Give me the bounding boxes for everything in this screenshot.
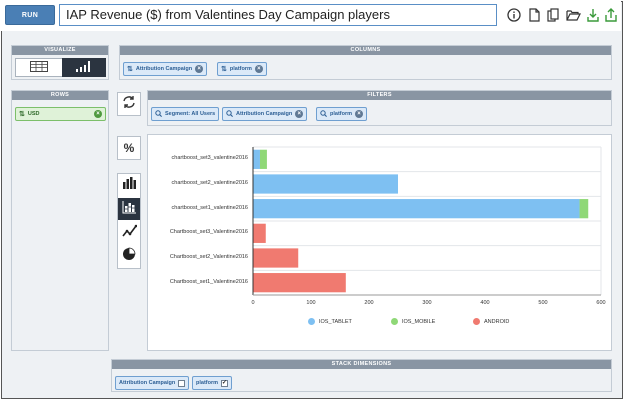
- visualize-header: VISUALIZE: [12, 46, 108, 55]
- chart-area: chartboost_set3_valentine2016 chartboost_…: [148, 135, 611, 350]
- rows-panel: ROWS ⇅ USD ×: [11, 90, 109, 351]
- remove-icon[interactable]: ×: [195, 65, 204, 73]
- legend-swatch: [473, 318, 480, 325]
- legend-item-ios-tablet[interactable]: IOS_TABLET: [308, 318, 352, 325]
- bar-chart-growth-icon: [75, 59, 93, 77]
- category-label: chartboost_set1_valentine2016: [171, 204, 248, 211]
- bar-chart-icon: [122, 176, 136, 194]
- bar-ios-tablet[interactable]: [253, 174, 398, 194]
- download-icon[interactable]: [585, 7, 601, 23]
- row-chip-usd[interactable]: ⇅ USD ×: [15, 107, 106, 121]
- folder-open-icon[interactable]: [565, 7, 581, 23]
- x-tick-label: 100: [306, 300, 316, 306]
- filter-chip-segment[interactable]: Segment: All Users: [151, 107, 220, 121]
- legend-swatch: [391, 318, 398, 325]
- chart-view-toggle[interactable]: [62, 58, 106, 77]
- category-label: chartboost_set3_valentine2016: [171, 155, 248, 162]
- filter-chip-attribution-campaign[interactable]: Attribution Campaign ×: [222, 107, 308, 121]
- bar-ios-mobile[interactable]: [259, 149, 267, 169]
- x-tick-label: 200: [364, 300, 374, 306]
- filter-chip-label: Attribution Campaign: [236, 111, 293, 117]
- stack-dimensions-header: STACK DIMENSIONS: [112, 360, 611, 369]
- column-chip-label: Attribution Campaign: [135, 66, 193, 72]
- stack-dimensions-panel: STACK DIMENSIONS Attribution Campaign pl…: [111, 359, 612, 392]
- percent-toggle-button[interactable]: %: [117, 136, 141, 160]
- remove-icon[interactable]: ×: [254, 65, 263, 73]
- remove-icon[interactable]: ×: [355, 110, 363, 118]
- filters-header: FILTERS: [148, 91, 611, 100]
- column-chip-platform[interactable]: ⇅ platform ×: [217, 62, 267, 76]
- rows-header: ROWS: [12, 91, 108, 100]
- bar-ios-mobile[interactable]: [579, 199, 589, 219]
- legend-label: ANDROID: [484, 318, 510, 325]
- legend-item-ios-mobile[interactable]: IOS_MOBILE: [391, 318, 435, 325]
- stacked-bar-chart-button[interactable]: [118, 198, 140, 220]
- bar-ios-tablet[interactable]: [253, 199, 580, 219]
- bar-chart-svg: [252, 146, 602, 296]
- stack-chip-attribution-campaign[interactable]: Attribution Campaign: [115, 376, 190, 390]
- stack-chip-label: platform: [196, 380, 218, 386]
- checkbox-checked-icon[interactable]: ✓: [221, 379, 228, 387]
- legend-swatch: [308, 318, 315, 325]
- search-icon: [155, 109, 162, 119]
- query-title-input[interactable]: IAP Revenue ($) from Valentines Day Camp…: [59, 4, 497, 26]
- remove-icon[interactable]: ×: [94, 110, 102, 118]
- bar-chart-button[interactable]: [117, 173, 141, 197]
- document-icon[interactable]: [526, 7, 542, 23]
- bar-android[interactable]: [253, 248, 299, 268]
- sort-arrows-icon[interactable]: ⇅: [221, 66, 227, 73]
- column-chip-label: platform: [229, 66, 252, 72]
- filters-panel: FILTERS Segment: All Users Attribution C…: [147, 90, 612, 126]
- x-tick-label: 0: [251, 300, 255, 306]
- filter-chip-label: platform: [330, 111, 352, 117]
- line-chart-icon: [121, 224, 137, 242]
- legend-label: IOS_TABLET: [319, 318, 352, 325]
- pie-chart-icon: [122, 247, 136, 266]
- run-button[interactable]: RUN: [5, 5, 55, 25]
- legend-label: IOS_MOBILE: [402, 318, 436, 325]
- stacked-bar-icon: [122, 200, 137, 219]
- column-chip-attribution-campaign[interactable]: ⇅ Attribution Campaign ×: [123, 62, 208, 76]
- info-icon[interactable]: [506, 7, 522, 23]
- visualize-panel: VISUALIZE: [11, 45, 109, 80]
- bar-android[interactable]: [253, 273, 346, 293]
- swap-icon: [122, 95, 136, 114]
- swap-axes-button[interactable]: [117, 92, 141, 116]
- x-tick-label: 400: [480, 300, 490, 306]
- search-icon: [320, 109, 327, 119]
- category-label: Chartboost_set2_Valentine2016: [169, 254, 248, 260]
- legend-item-android[interactable]: ANDROID: [473, 318, 509, 325]
- table-view-toggle[interactable]: [15, 58, 63, 77]
- sort-arrows-icon[interactable]: ⇅: [127, 66, 133, 73]
- x-tick-label: 300: [422, 300, 432, 306]
- filter-chip-platform[interactable]: platform ×: [316, 107, 367, 121]
- category-label: chartboost_set2_valentine2016: [171, 180, 248, 186]
- search-icon: [226, 109, 233, 119]
- bar-ios-tablet[interactable]: [253, 149, 260, 169]
- table-icon: [30, 59, 48, 77]
- remove-icon[interactable]: ×: [295, 110, 304, 118]
- row-chip-label: USD: [27, 111, 40, 117]
- bar-android[interactable]: [253, 223, 266, 243]
- pie-chart-button[interactable]: [117, 244, 141, 268]
- chart-panel: chartboost_set3_valentine2016 chartboost_…: [147, 134, 612, 351]
- columns-header: COLUMNS: [120, 46, 611, 55]
- columns-panel: COLUMNS ⇅ Attribution Campaign × ⇅ platf…: [119, 45, 612, 80]
- x-tick-label: 600: [596, 300, 606, 306]
- stack-chip-label: Attribution Campaign: [119, 380, 176, 386]
- category-label: Chartboost_set3_Valentine2016: [169, 229, 248, 236]
- sort-arrows-icon[interactable]: ⇅: [19, 111, 25, 118]
- copy-icon[interactable]: [545, 7, 561, 23]
- checkbox-unchecked[interactable]: [178, 379, 186, 387]
- share-icon[interactable]: [603, 7, 619, 23]
- category-label: Chartboost_set1_Valentine2016: [169, 278, 248, 285]
- line-chart-button[interactable]: [117, 221, 141, 245]
- x-tick-label: 500: [538, 300, 548, 306]
- stack-chip-platform[interactable]: platform ✓: [192, 376, 232, 390]
- filter-chip-label: Segment: All Users: [165, 111, 216, 117]
